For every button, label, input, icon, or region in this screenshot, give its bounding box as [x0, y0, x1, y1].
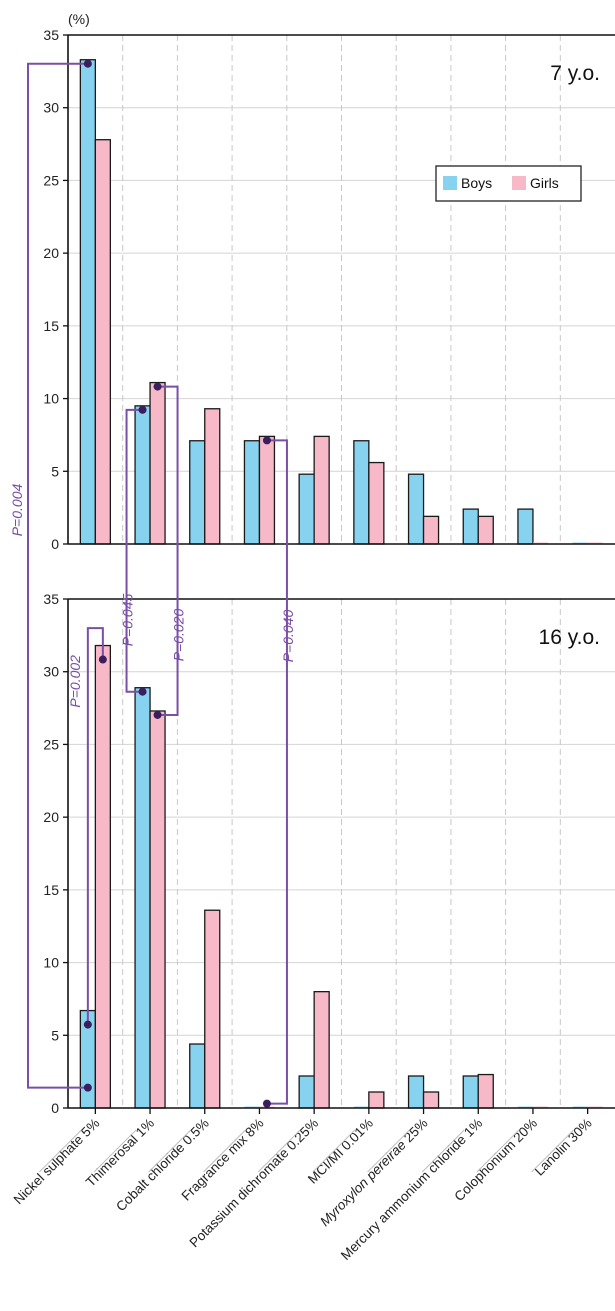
p-value-label: P=0.040: [280, 610, 296, 663]
significance-dot: [83, 1083, 92, 1092]
bar-16yo-girls-1: [149, 710, 166, 1109]
bar-7yo-boys-2: [189, 440, 206, 545]
category-guide-line: [476, 1129, 520, 1173]
bar-16yo-girls-7: [477, 1073, 494, 1109]
y-tick-label: 0: [51, 1100, 59, 1116]
y-tick-label: 25: [43, 172, 59, 188]
bar-7yo-girls-6: [422, 515, 440, 545]
category-guide-line: [203, 1129, 246, 1173]
category-guide-line: [531, 1129, 575, 1173]
significance-bracket: [157, 385, 179, 716]
significance-dot: [262, 1099, 271, 1108]
significance-dot: [98, 655, 107, 664]
y-tick-label: 30: [43, 664, 59, 680]
category-guide-line: [38, 1129, 82, 1173]
significance-dot: [138, 687, 147, 696]
category-guide-line: [367, 1129, 410, 1173]
category-guide-line: [312, 1129, 356, 1173]
y-tick-label: 0: [51, 536, 59, 552]
category-label: Myroxylon pereirae 25%: [317, 1116, 431, 1230]
bar-16yo-girls-4: [313, 991, 330, 1109]
y-tick-label: 20: [43, 245, 59, 261]
y-tick-label: 5: [51, 1027, 59, 1043]
bar-7yo-girls-0: [94, 139, 111, 545]
bar-7yo-girls-1: [149, 381, 166, 545]
legend: Boys Girls: [435, 165, 582, 202]
p-value-label: P=0.004: [9, 484, 25, 537]
y-tick-label: 10: [43, 391, 59, 407]
category-guide-line: [148, 1129, 192, 1173]
bar-7yo-girls-2: [204, 408, 221, 545]
p-value-label: P=0.045: [120, 594, 136, 647]
bar-16yo-girls-6: [422, 1091, 440, 1109]
bar-7yo-boys-8: [517, 508, 534, 545]
significance-dot: [138, 405, 147, 414]
significance-bracket: [27, 62, 88, 1089]
y-tick-label: 25: [43, 736, 59, 752]
significance-bracket: [266, 439, 288, 1105]
y-tick-label: 35: [43, 27, 59, 43]
significance-dot: [153, 382, 162, 391]
p-value-label: P=0.020: [171, 609, 187, 662]
bar-16yo-boys-7: [462, 1075, 479, 1109]
legend-swatch-boys: [443, 176, 457, 190]
bar-16yo-girls-2: [204, 909, 221, 1109]
y-tick-label: 35: [43, 591, 59, 607]
bar-16yo-boys-4: [298, 1075, 315, 1109]
bar-16yo-girls-5: [368, 1091, 385, 1109]
bar-16yo-boys-6: [407, 1075, 425, 1109]
bar-16yo-boys-1: [134, 687, 151, 1109]
y-tick-label: 30: [43, 100, 59, 116]
bar-7yo-boys-5: [353, 440, 370, 545]
significance-dot: [262, 436, 271, 445]
bar-7yo-boys-0: [79, 59, 96, 545]
significance-dot: [83, 59, 92, 68]
significance-dot: [83, 1020, 92, 1029]
panel-label-16yo: 16 y.o.: [539, 626, 600, 649]
y-tick-label: 5: [51, 463, 59, 479]
legend-label-girls: Girls: [530, 175, 559, 191]
p-value-label: P=0.002: [67, 655, 83, 708]
y-tick-label: 10: [43, 955, 59, 971]
bar-7yo-boys-6: [407, 473, 425, 545]
bar-7yo-boys-7: [462, 508, 479, 545]
legend-label-boys: Boys: [461, 175, 492, 191]
bar-7yo-girls-4: [313, 435, 330, 545]
significance-bracket: [86, 627, 104, 1025]
y-axis-unit-label: (%): [68, 11, 90, 27]
category-label: Lanolin 30%: [532, 1116, 595, 1179]
bar-7yo-boys-3: [243, 440, 261, 545]
significance-bracket: [125, 408, 143, 693]
bar-7yo-girls-5: [368, 461, 385, 545]
significance-dot: [153, 710, 162, 719]
category-guide-line: [93, 1129, 137, 1173]
y-tick-label: 15: [43, 882, 59, 898]
y-tick-label: 15: [43, 318, 59, 334]
bar-7yo-boys-4: [298, 473, 315, 545]
y-tick-label: 20: [43, 809, 59, 825]
category-label: Nickel sulphate 5%: [11, 1116, 103, 1208]
bar-7yo-girls-7: [477, 515, 494, 545]
category-label: Cobalt chloride 0.5%: [113, 1116, 212, 1215]
bar-7yo-boys-1: [134, 405, 151, 545]
bar-16yo-girls-0: [94, 644, 111, 1109]
category-guide-line: [421, 1129, 465, 1173]
bar-16yo-boys-2: [189, 1043, 206, 1109]
bar-7yo-girls-3: [258, 435, 276, 545]
panel-label-7yo: 7 y.o.: [550, 62, 600, 85]
legend-swatch-girls: [512, 176, 526, 190]
category-guide-line: [257, 1129, 301, 1173]
